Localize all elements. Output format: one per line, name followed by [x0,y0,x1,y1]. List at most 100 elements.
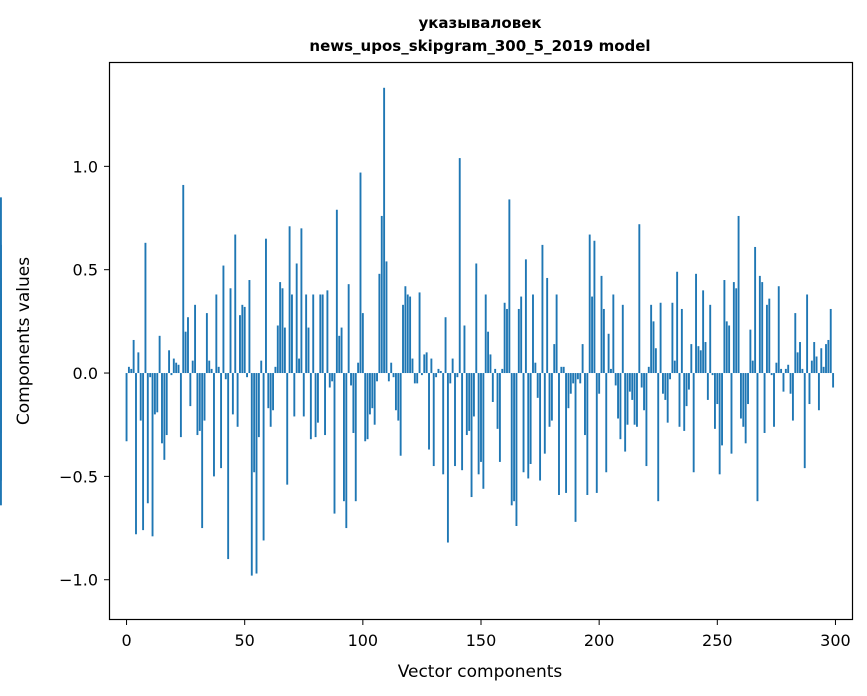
bar [678,373,681,427]
bar [250,373,253,576]
bar [130,368,133,374]
bar [161,373,163,444]
bar-series [0,87,835,576]
bar [354,373,357,502]
bar [744,373,747,444]
bar [650,304,653,374]
bar [624,373,627,452]
bar [291,294,293,374]
bar [718,373,721,475]
bar [529,373,532,464]
bar [522,373,525,473]
bar [534,362,537,374]
bar [170,373,173,376]
bar [801,368,804,374]
bar [709,304,712,374]
bar [520,296,523,374]
y-axis: −1.0 −0.5 0.0 0.5 1.0 [59,157,110,590]
bar [782,373,785,392]
bar [307,327,310,374]
bar [163,373,166,460]
bar [591,296,594,374]
bar [739,373,742,419]
bar [149,373,152,378]
x-tick-label: 50 [235,631,255,650]
bar [425,352,428,374]
bar [645,373,648,467]
bar [803,373,806,469]
bar [383,87,386,374]
bar [633,373,636,425]
bar [435,373,438,378]
bar [610,368,612,374]
bar [737,215,740,374]
bar [487,331,490,374]
bar [293,373,296,417]
bar [324,373,326,436]
bar [432,373,435,467]
bar [711,373,714,376]
bar [600,275,603,374]
bar [468,373,471,431]
bar [581,344,584,374]
bar [506,308,508,374]
bar [699,350,702,374]
bar [413,373,416,384]
bar [411,358,414,374]
bar [262,373,265,541]
bar [260,360,263,374]
bar [735,288,738,374]
bar [680,308,683,374]
bar [477,373,480,475]
bar [716,373,719,405]
bar [584,373,586,436]
bar [763,373,766,433]
bar [480,373,482,462]
x-axis-label: Vector components [398,662,563,682]
y-tick-label: 0.0 [73,364,98,383]
bar [153,373,156,415]
bar [572,373,575,384]
bar [368,373,371,415]
bar [371,373,374,409]
bar [213,373,215,477]
bar [546,277,549,374]
bar [444,317,447,374]
bar [227,373,230,560]
x-tick-label: 200 [584,631,615,650]
bar [298,358,300,374]
bar [430,358,433,374]
bar [456,373,459,378]
chart-title: указываловек [418,14,541,32]
bar [267,373,270,409]
bar [579,373,582,384]
bar [442,373,445,475]
bar [503,302,506,374]
bar [758,275,761,374]
bar [780,368,783,374]
bar [602,308,605,374]
bar [132,339,135,374]
bar [168,350,171,374]
bar [248,280,251,374]
bar [825,344,827,374]
bar [761,282,764,374]
x-tick-label: 300 [820,631,851,650]
bar [208,360,211,374]
x-tick-label: 0 [121,631,131,650]
bar [217,366,220,374]
bar [777,286,780,374]
bar [402,304,404,374]
bar [0,366,2,374]
x-axis: 0 50 100 150 200 250 300 [121,619,851,650]
bar [813,342,816,374]
bar [458,158,461,374]
bar [246,373,248,378]
bar [125,373,128,442]
bar [626,373,629,425]
bar [543,373,546,454]
bar [765,304,768,374]
bar [725,321,728,374]
y-tick-label: 0.5 [73,261,98,280]
bar [789,373,792,394]
